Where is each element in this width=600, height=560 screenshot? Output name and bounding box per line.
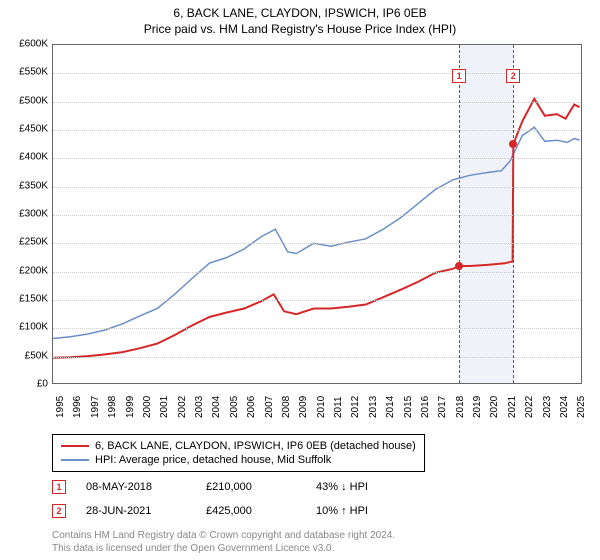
x-tick-label: 1999 bbox=[125, 396, 133, 418]
gridline bbox=[53, 158, 581, 159]
x-tick-label: 2004 bbox=[211, 396, 219, 418]
address-line: 6, BACK LANE, CLAYDON, IPSWICH, IP6 0EB bbox=[0, 6, 600, 22]
x-tick-label: 2013 bbox=[368, 396, 376, 418]
y-tick-label: £550K bbox=[8, 67, 48, 78]
x-tick-label: 2022 bbox=[524, 396, 532, 418]
chart-area: £0 £50K £100K £150K £200K £250K £300K £350K £400… bbox=[8, 44, 592, 424]
gridline bbox=[53, 102, 581, 103]
legend-swatch-icon bbox=[61, 459, 89, 461]
gridline bbox=[53, 357, 581, 358]
sale-marker-dot bbox=[455, 262, 463, 270]
x-tick-label: 2018 bbox=[455, 396, 463, 418]
x-tick-label: 2021 bbox=[507, 396, 515, 418]
x-tick-label: 2015 bbox=[403, 396, 411, 418]
x-tick-label: 2020 bbox=[489, 396, 497, 418]
x-tick-label: 1995 bbox=[55, 396, 63, 418]
y-tick-label: £600K bbox=[8, 39, 48, 50]
x-tick-label: 1996 bbox=[72, 396, 80, 418]
x-tick-label: 2023 bbox=[542, 396, 550, 418]
y-tick-label: £50K bbox=[8, 350, 48, 361]
gridline bbox=[53, 187, 581, 188]
footer-line: This data is licensed under the Open Gov… bbox=[52, 543, 395, 556]
x-tick-label: 2012 bbox=[350, 396, 358, 418]
x-tick-label: 2003 bbox=[194, 396, 202, 418]
x-tick-label: 2001 bbox=[159, 396, 167, 418]
x-tick-label: 2011 bbox=[333, 396, 341, 418]
sale-row: 2 28-JUN-2021 £425,000 10% ↑ HPI bbox=[52, 504, 368, 518]
sale-date: 08-MAY-2018 bbox=[86, 481, 186, 493]
x-tick-label: 1997 bbox=[90, 396, 98, 418]
y-tick-label: £400K bbox=[8, 152, 48, 163]
sale-delta: 43% ↓ HPI bbox=[316, 481, 368, 493]
x-tick-label: 2014 bbox=[385, 396, 393, 418]
sale-delta: 10% ↑ HPI bbox=[316, 505, 368, 517]
sale-marker-dot bbox=[509, 140, 517, 148]
gridline bbox=[53, 328, 581, 329]
x-tick-label: 2005 bbox=[229, 396, 237, 418]
gridline bbox=[53, 243, 581, 244]
x-tick-label: 2019 bbox=[472, 396, 480, 418]
footer-attribution: Contains HM Land Registry data © Crown c… bbox=[52, 530, 395, 555]
gridline bbox=[53, 300, 581, 301]
sale-price: £210,000 bbox=[206, 481, 296, 493]
y-tick-label: £0 bbox=[8, 379, 48, 390]
sale-marker-label: 2 bbox=[506, 69, 520, 83]
y-tick-label: £100K bbox=[8, 322, 48, 333]
y-tick-label: £150K bbox=[8, 294, 48, 305]
legend-item-hpi: HPI: Average price, detached house, Mid … bbox=[61, 453, 416, 467]
sale-marker-icon: 2 bbox=[52, 504, 66, 518]
legend-item-price-paid: 6, BACK LANE, CLAYDON, IPSWICH, IP6 0EB … bbox=[61, 439, 416, 453]
y-tick-label: £250K bbox=[8, 237, 48, 248]
x-tick-label: 2025 bbox=[576, 396, 584, 418]
footer-line: Contains HM Land Registry data © Crown c… bbox=[52, 530, 395, 543]
legend-label: 6, BACK LANE, CLAYDON, IPSWICH, IP6 0EB … bbox=[95, 440, 416, 452]
x-tick-label: 2006 bbox=[246, 396, 254, 418]
x-tick-label: 2000 bbox=[142, 396, 150, 418]
x-tick-label: 1998 bbox=[107, 396, 115, 418]
plot-area: 12 bbox=[52, 44, 582, 384]
x-tick-label: 2017 bbox=[437, 396, 445, 418]
x-axis-labels: 1995 1996 1997 1998 1999 2000 2001 2002 2003 2004… bbox=[52, 384, 582, 424]
x-tick-label: 2009 bbox=[298, 396, 306, 418]
sale-date: 28-JUN-2021 bbox=[86, 505, 186, 517]
x-tick-label: 2007 bbox=[264, 396, 272, 418]
x-tick-label: 2010 bbox=[316, 396, 324, 418]
gridline bbox=[53, 73, 581, 74]
y-tick-label: £200K bbox=[8, 265, 48, 276]
legend-label: HPI: Average price, detached house, Mid … bbox=[95, 454, 331, 466]
y-tick-label: £500K bbox=[8, 95, 48, 106]
chart-title: 6, BACK LANE, CLAYDON, IPSWICH, IP6 0EB … bbox=[0, 0, 600, 37]
y-tick-label: £300K bbox=[8, 209, 48, 220]
subtitle-line: Price paid vs. HM Land Registry's House … bbox=[0, 22, 600, 38]
x-tick-label: 2016 bbox=[420, 396, 428, 418]
sale-price: £425,000 bbox=[206, 505, 296, 517]
sale-marker-label: 1 bbox=[452, 69, 466, 83]
legend: 6, BACK LANE, CLAYDON, IPSWICH, IP6 0EB … bbox=[52, 434, 425, 472]
sale-marker-line bbox=[513, 45, 514, 383]
x-tick-label: 2008 bbox=[281, 396, 289, 418]
y-tick-label: £350K bbox=[8, 180, 48, 191]
sale-marker-icon: 1 bbox=[52, 480, 66, 494]
y-tick-label: £450K bbox=[8, 124, 48, 135]
sale-marker-line bbox=[459, 45, 460, 383]
gridline bbox=[53, 272, 581, 273]
x-tick-label: 2002 bbox=[177, 396, 185, 418]
gridline bbox=[53, 215, 581, 216]
x-tick-label: 2024 bbox=[559, 396, 567, 418]
legend-swatch-icon bbox=[61, 445, 89, 447]
sale-row: 1 08-MAY-2018 £210,000 43% ↓ HPI bbox=[52, 480, 368, 494]
gridline bbox=[53, 130, 581, 131]
